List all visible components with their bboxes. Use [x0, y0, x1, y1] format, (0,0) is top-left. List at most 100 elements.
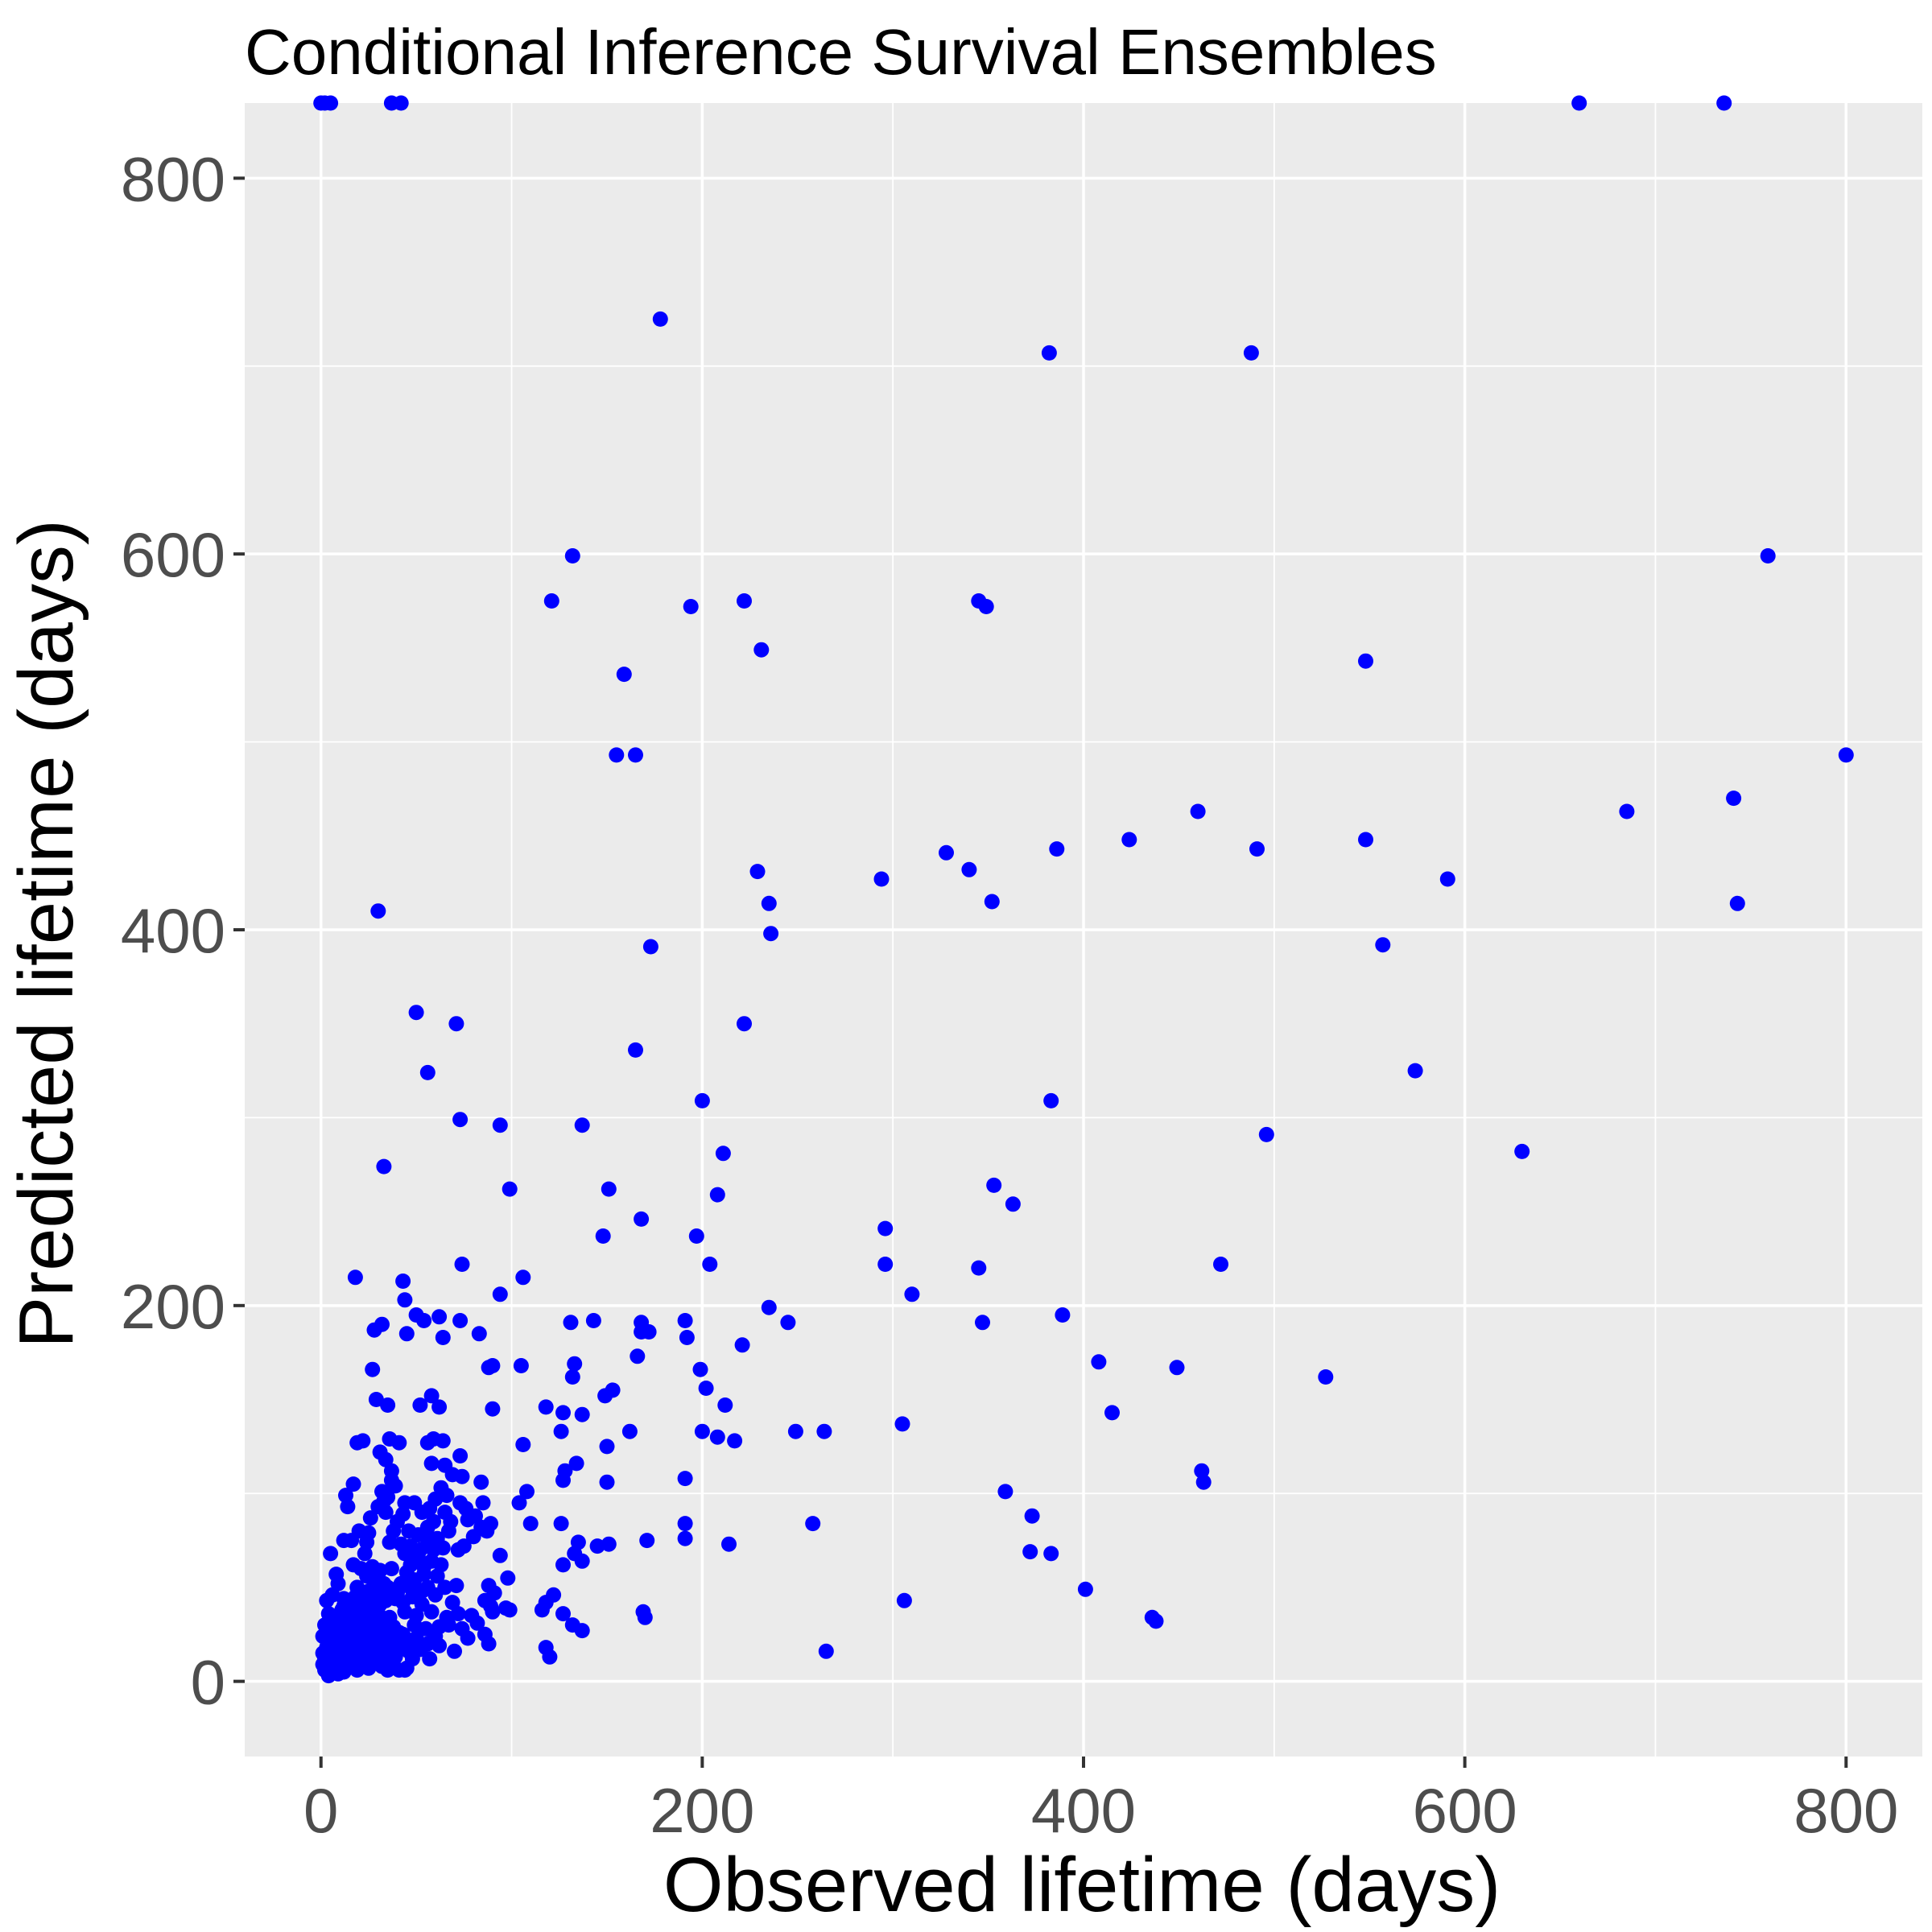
data-point — [688, 1228, 704, 1244]
data-point — [677, 1516, 693, 1532]
data-point — [323, 1546, 339, 1562]
data-point — [427, 1491, 444, 1507]
data-point — [1195, 1474, 1212, 1490]
data-point — [378, 1451, 394, 1468]
data-point — [426, 1513, 441, 1530]
data-point — [319, 1640, 335, 1656]
data-point — [780, 1315, 796, 1331]
data-point — [391, 1435, 407, 1451]
data-point — [393, 95, 409, 111]
data-point — [542, 1649, 558, 1665]
x-tick-label: 800 — [1794, 1775, 1898, 1846]
data-point — [567, 1356, 583, 1372]
data-point — [737, 593, 752, 609]
y-tick-label: 0 — [191, 1647, 225, 1718]
data-point — [341, 1602, 357, 1618]
data-point — [515, 1269, 531, 1286]
data-point — [376, 1626, 392, 1642]
data-point — [601, 1536, 617, 1552]
data-point — [761, 895, 777, 911]
data-point — [683, 599, 699, 614]
data-point — [469, 1615, 485, 1631]
data-point — [486, 1585, 502, 1601]
data-point — [330, 1575, 346, 1591]
data-point — [961, 861, 977, 877]
y-tick-label: 800 — [121, 143, 225, 214]
data-point — [513, 1358, 529, 1373]
data-point — [634, 1211, 650, 1227]
data-point — [721, 1536, 737, 1552]
data-point — [873, 871, 890, 887]
data-point — [1005, 1196, 1021, 1212]
data-point — [787, 1423, 803, 1439]
data-point — [317, 1651, 332, 1667]
data-point — [376, 1493, 392, 1509]
data-point — [492, 1547, 508, 1563]
data-point — [368, 1392, 384, 1407]
data-point — [423, 1604, 440, 1620]
data-point — [328, 1612, 345, 1628]
data-point — [609, 747, 625, 763]
data-point — [555, 1405, 571, 1421]
data-point — [1358, 653, 1373, 669]
data-point — [365, 1361, 381, 1377]
data-point — [338, 1488, 353, 1504]
data-point — [485, 1401, 501, 1417]
data-point — [412, 1641, 428, 1657]
data-point — [471, 1326, 487, 1342]
data-point — [1194, 1463, 1210, 1479]
data-point — [431, 1399, 448, 1415]
data-point — [616, 667, 632, 683]
data-point — [427, 1629, 444, 1645]
data-point — [679, 1330, 695, 1345]
data-point — [444, 1595, 460, 1611]
y-tick-label: 400 — [121, 895, 225, 966]
data-point — [1407, 1063, 1423, 1079]
data-point — [997, 1484, 1013, 1500]
data-point — [522, 1516, 539, 1532]
data-point — [345, 1476, 361, 1492]
data-point — [1249, 841, 1265, 857]
data-point — [454, 1620, 470, 1637]
x-tick-label: 200 — [650, 1775, 754, 1846]
data-point — [1729, 895, 1745, 911]
data-point — [1619, 803, 1635, 819]
data-point — [971, 1260, 987, 1276]
data-point — [601, 1181, 617, 1197]
data-point — [433, 1480, 449, 1496]
data-point — [1104, 1405, 1120, 1421]
data-point — [382, 1534, 398, 1550]
data-point — [574, 1117, 590, 1133]
data-point — [452, 1448, 469, 1463]
x-tick-label: 0 — [303, 1775, 338, 1846]
y-axis-label: Predicted lifetime (days) — [3, 519, 89, 1348]
data-point — [1190, 803, 1206, 819]
data-point — [642, 939, 658, 955]
data-point — [555, 1606, 571, 1622]
data-point — [485, 1358, 501, 1373]
data-point — [1571, 95, 1587, 111]
x-tick-label: 400 — [1031, 1775, 1136, 1846]
data-point — [737, 1016, 752, 1032]
data-point — [372, 1563, 388, 1579]
data-point — [904, 1286, 920, 1302]
data-point — [589, 1538, 605, 1554]
data-point — [877, 1220, 894, 1236]
data-point — [519, 1484, 535, 1500]
data-point — [734, 1337, 750, 1353]
data-point — [353, 1623, 369, 1639]
data-point — [694, 1423, 710, 1439]
data-point — [383, 1561, 399, 1577]
data-point — [423, 1388, 440, 1404]
data-point — [397, 1546, 413, 1562]
data-point — [427, 1587, 444, 1603]
data-point — [1043, 1092, 1059, 1108]
data-point — [340, 1499, 356, 1515]
data-point — [479, 1523, 495, 1539]
data-point — [395, 1626, 411, 1642]
data-point — [641, 1324, 657, 1340]
data-point — [1024, 1508, 1040, 1524]
data-point — [380, 1397, 396, 1413]
data-point — [481, 1636, 497, 1652]
data-point — [698, 1381, 714, 1396]
